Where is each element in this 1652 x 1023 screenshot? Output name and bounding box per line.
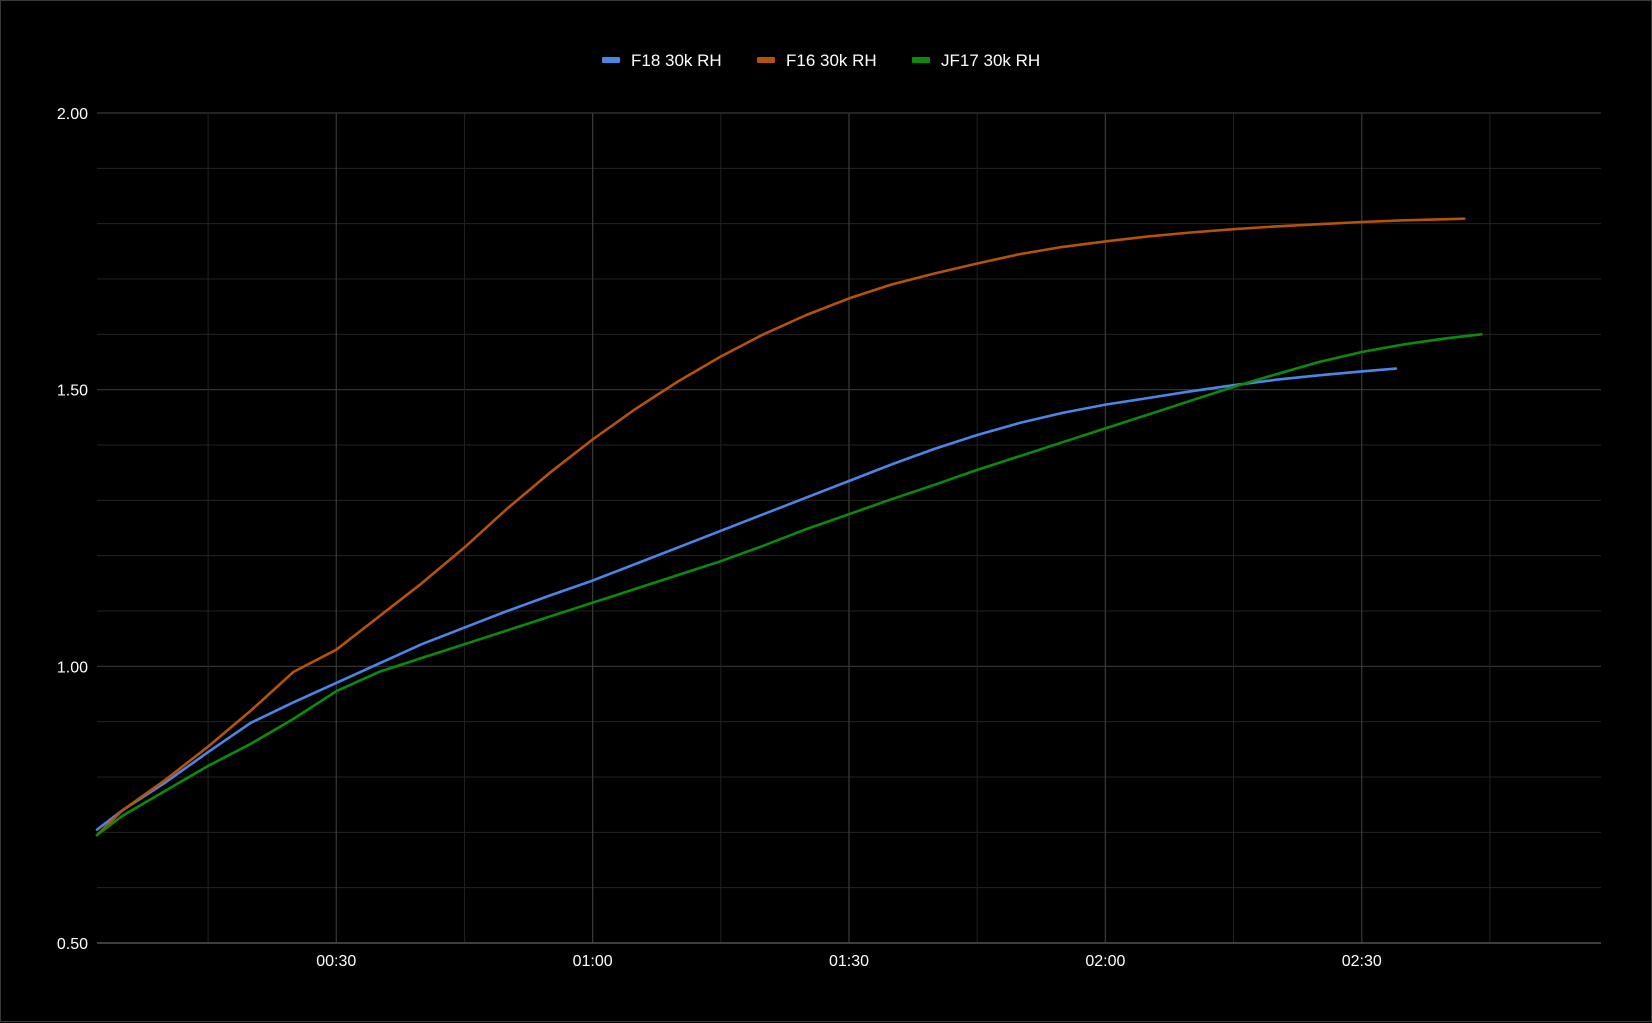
legend-label: F18 30k RH <box>631 51 722 70</box>
series-line-f16-30k-rh <box>95 217 1466 837</box>
legend-item: F16 30k RH <box>757 51 877 70</box>
y-tick-label: 2.00 <box>57 106 88 123</box>
series-line-f18-30k-rh <box>95 367 1398 831</box>
legend-swatch <box>757 57 775 63</box>
legend-item: JF17 30k RH <box>912 51 1040 70</box>
legend-label: F16 30k RH <box>786 51 877 70</box>
legend-swatch <box>602 57 620 63</box>
x-tick-label: 02:00 <box>1085 953 1125 970</box>
x-tick-label: 02:30 <box>1342 953 1382 970</box>
legend-label: JF17 30k RH <box>941 51 1040 70</box>
series-layer <box>95 217 1483 837</box>
y-tick-label: 0.50 <box>57 936 88 953</box>
y-tick-label: 1.50 <box>57 383 88 400</box>
x-tick-label: 00:30 <box>316 953 356 970</box>
y-tick-label: 1.00 <box>57 659 88 676</box>
series-line-jf17-30k-rh <box>95 332 1483 837</box>
x-tick-label: 01:00 <box>573 953 613 970</box>
axes-layer: 0.50 1.00 1.50 2.00 00:30 01:00 01:30 02:00 02:3… <box>57 106 1601 970</box>
legend-item: F18 30k RH <box>602 51 722 70</box>
legend-swatch <box>912 57 930 63</box>
legend: F18 30k RH F16 30k RH JF17 30k RH <box>602 51 1040 70</box>
x-tick-label: 01:30 <box>829 953 869 970</box>
grid-layer <box>97 112 1601 944</box>
